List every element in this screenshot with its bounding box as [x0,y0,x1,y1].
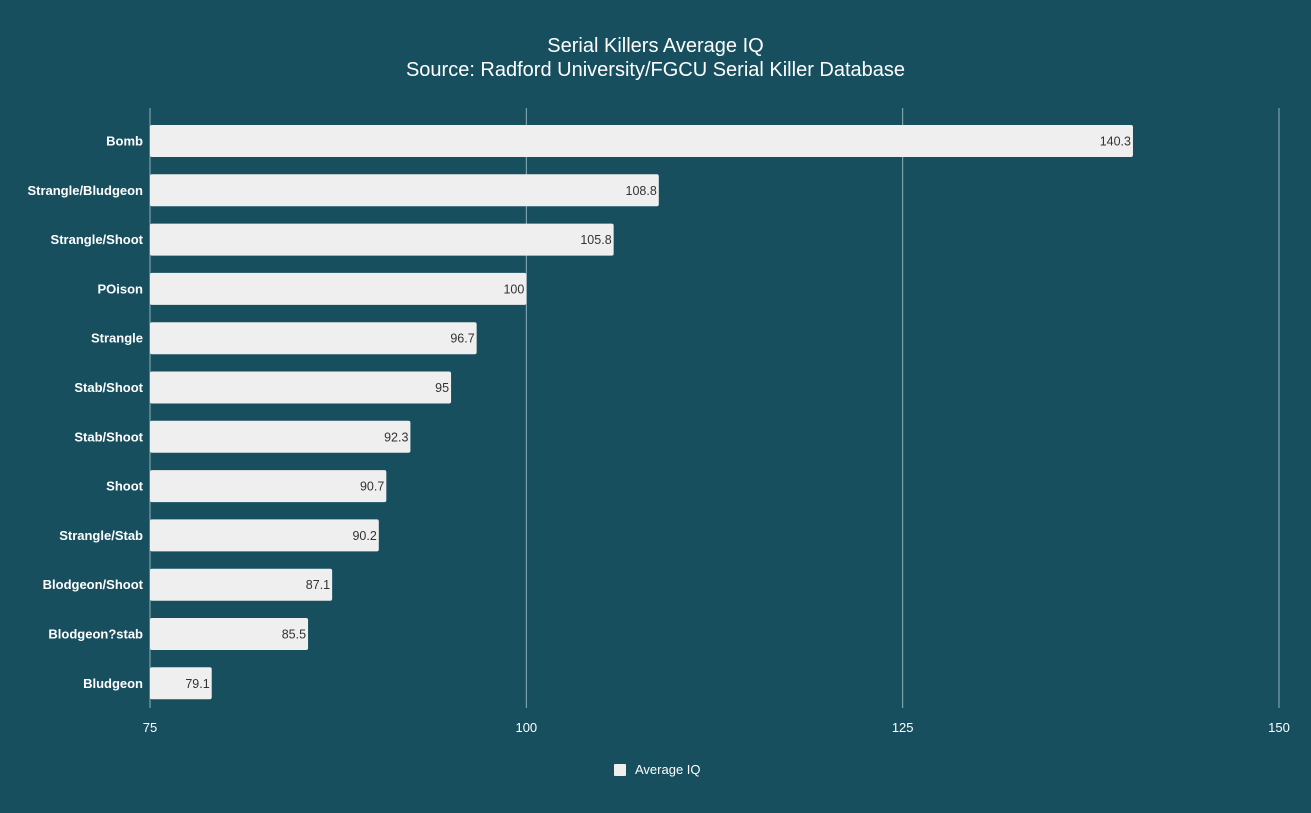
bar[interactable] [150,322,477,355]
bar[interactable] [150,125,1133,157]
bar[interactable] [150,667,212,700]
y-category-label: Bludgeon [83,676,143,691]
bar[interactable] [150,420,411,453]
bar-value-label: 140.3 [1100,135,1131,149]
y-category-label: POison [97,281,143,296]
bar[interactable] [150,371,452,404]
x-tick-label: 75 [143,720,157,735]
bar-value-label: 100 [503,282,524,296]
bar[interactable] [150,470,387,503]
y-category-label: Strangle/Stab [59,528,143,543]
bar[interactable] [150,618,309,650]
y-category-label: Shoot [106,479,143,494]
x-tick-label: 125 [892,720,914,735]
bar-value-label: 79.1 [185,677,209,691]
bar-value-label: 85.5 [282,628,306,642]
bar[interactable] [150,568,333,601]
bar[interactable] [150,223,614,256]
y-category-label: Strangle [91,331,143,346]
y-category-label: Strangle/Shoot [51,232,144,247]
y-category-label: Bomb [106,134,143,149]
bar[interactable] [150,174,659,207]
y-category-label: Stab/Shoot [74,429,143,444]
y-category-label: Blodgeon/Shoot [43,577,144,592]
x-tick-label: 150 [1268,720,1290,735]
chart-subtitle: Source: Radford University/FGCU Serial K… [405,59,906,81]
bar-value-label: 92.3 [384,430,408,444]
legend-label: Average IQ [635,762,701,777]
y-category-label: Strangle/Bludgeon [27,183,143,198]
bar[interactable] [150,519,379,552]
bar-value-label: 90.7 [360,480,384,494]
chart-title-block: Serial Killers Average IQ Source: Radfor… [0,34,1311,82]
x-tick-label: 100 [515,720,537,735]
chart-title: Serial Killers Average IQ [547,35,764,57]
bar-value-label: 87.1 [306,578,330,592]
bar[interactable] [150,272,527,305]
bar-value-label: 96.7 [450,332,474,346]
bar-value-label: 105.8 [580,233,611,247]
y-category-label: Blodgeon?stab [48,627,143,642]
bar-value-label: 108.8 [626,184,657,198]
legend-swatch [614,763,626,776]
y-category-label: Stab/Shoot [74,380,143,395]
bar-value-label: 95 [435,381,449,395]
bar-value-label: 90.2 [352,529,376,543]
chart-legend[interactable]: Average IQ [614,762,701,777]
